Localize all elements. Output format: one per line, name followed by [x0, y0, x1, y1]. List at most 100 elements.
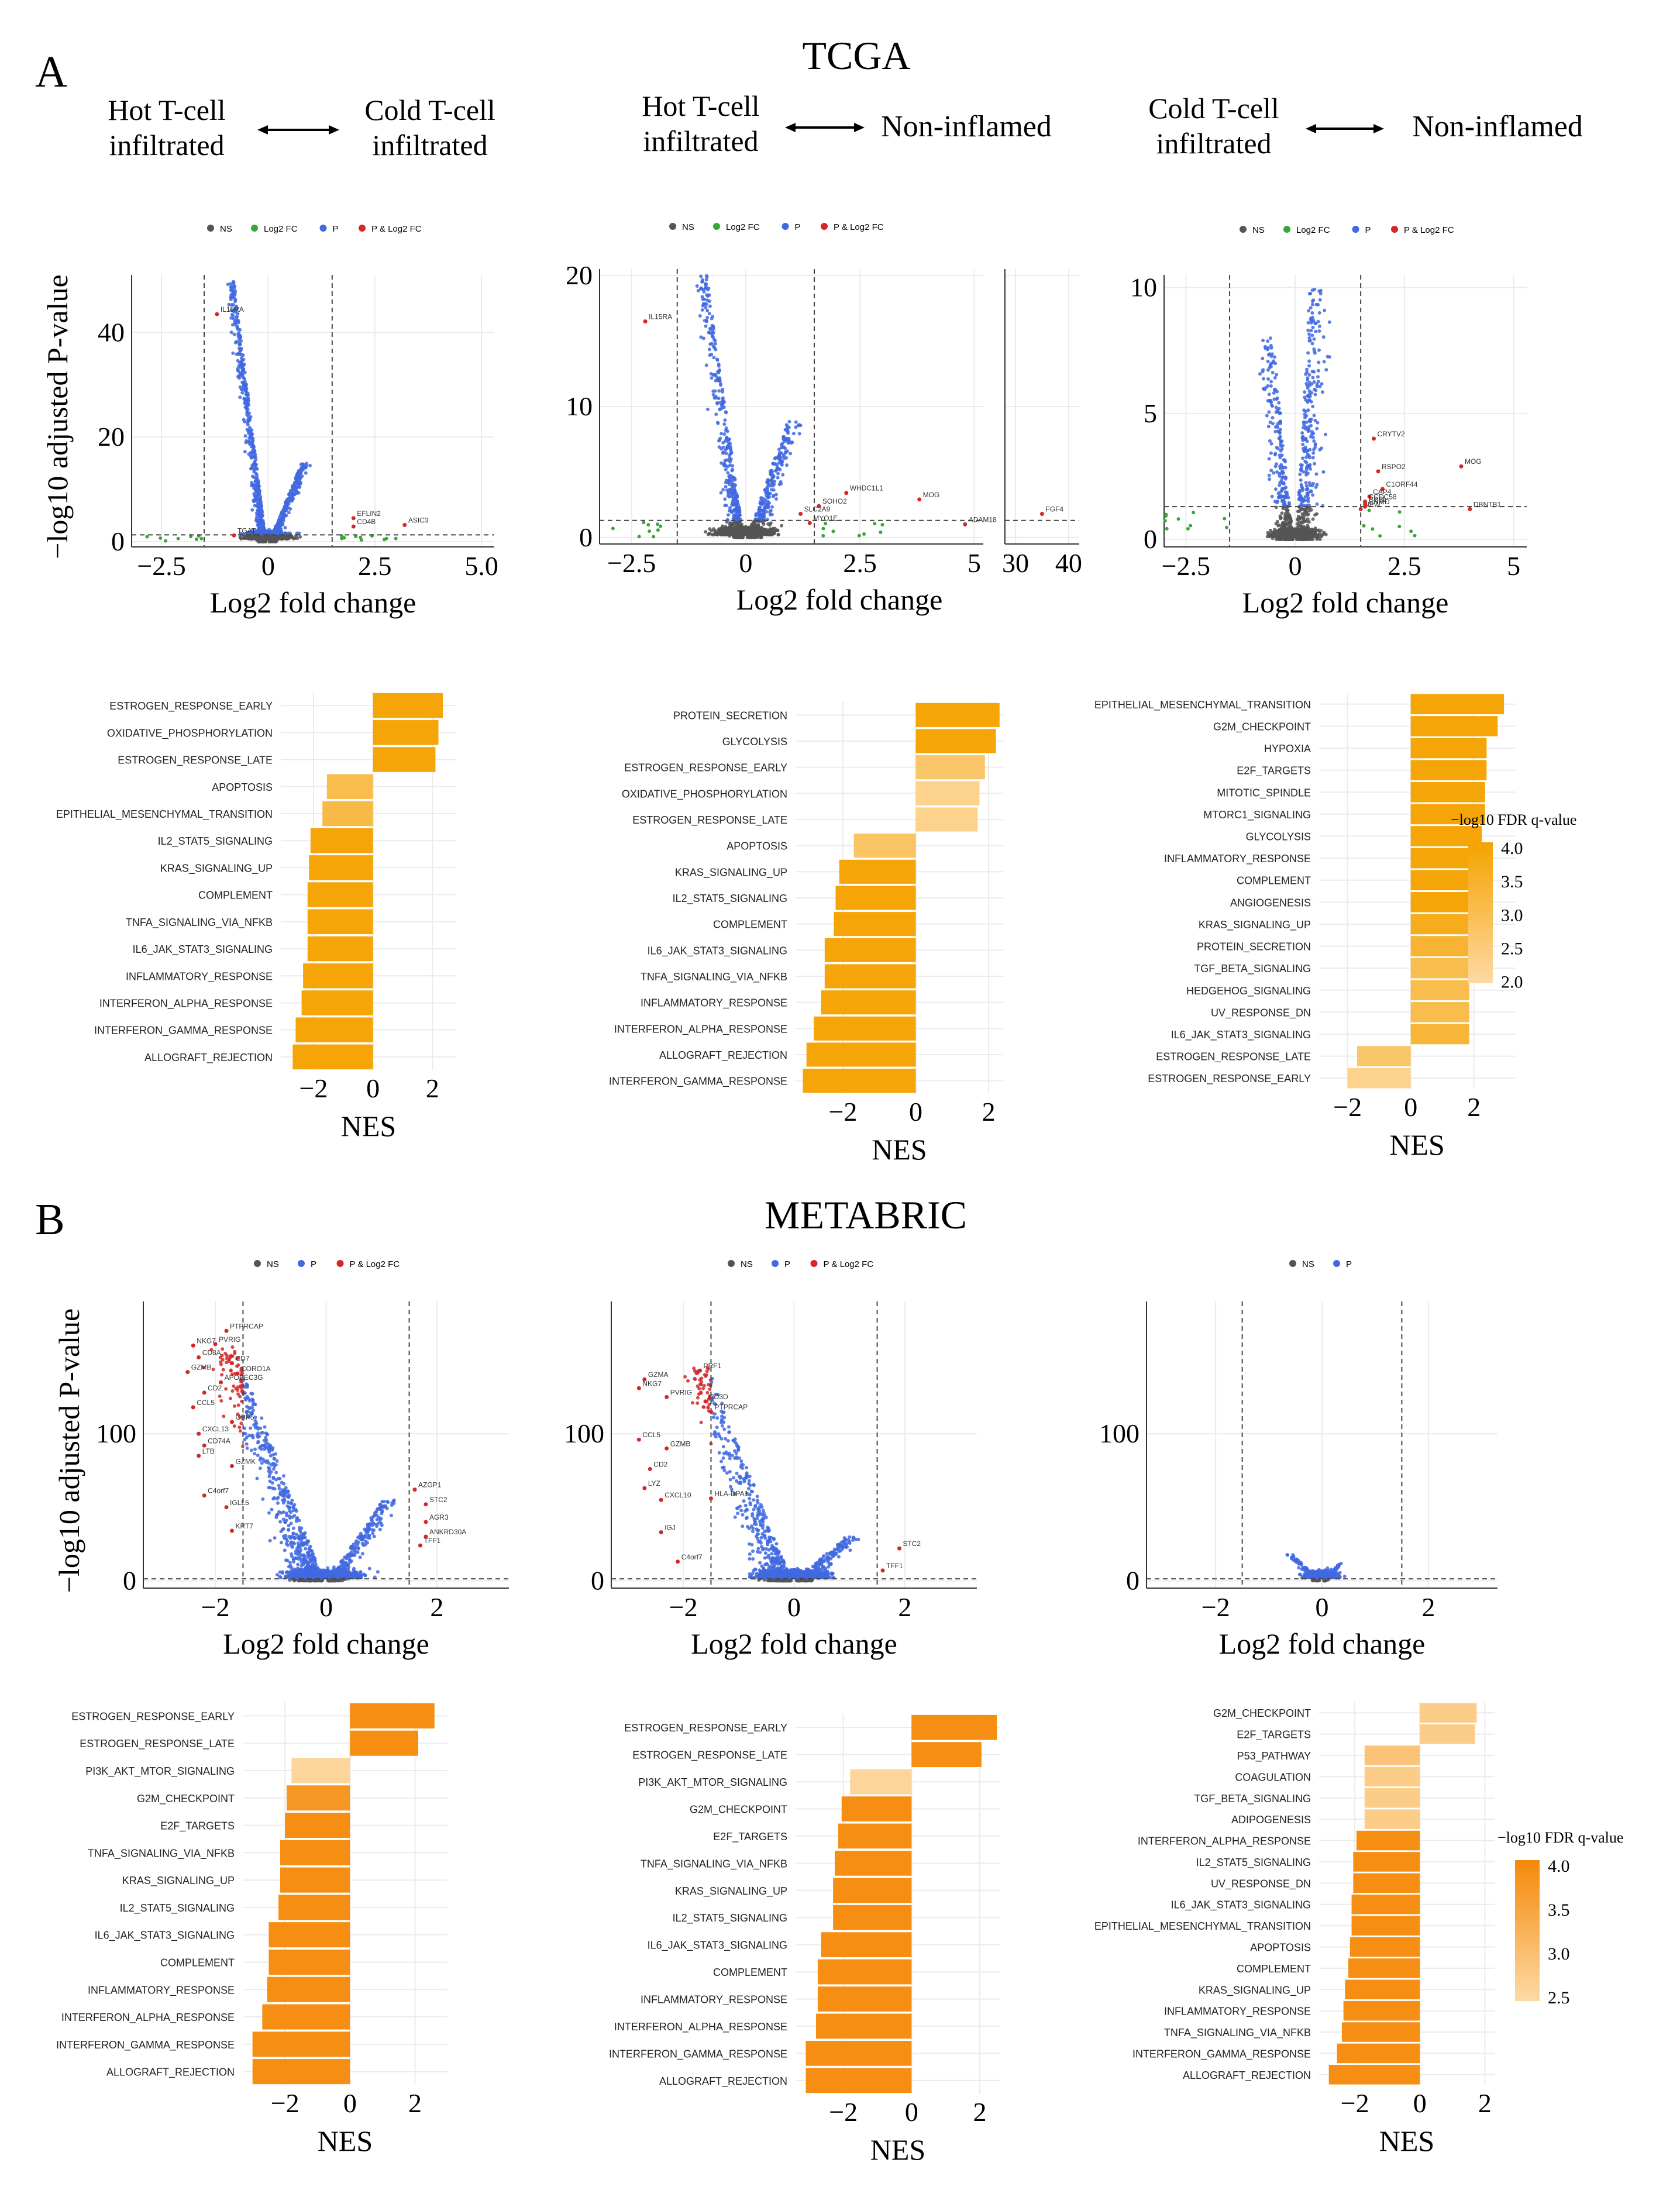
data-point — [1306, 498, 1310, 502]
y-tick-label: 0 — [111, 526, 125, 556]
data-point — [1278, 411, 1281, 415]
legend-swatch-p-log2-fc — [336, 1260, 344, 1267]
data-point — [701, 336, 705, 340]
data-point — [759, 535, 763, 539]
data-point — [706, 407, 710, 411]
data-point — [1301, 442, 1305, 446]
data-point — [728, 463, 732, 467]
data-point — [1317, 311, 1321, 315]
data-point-log2fc — [611, 526, 615, 531]
data-point — [785, 463, 789, 467]
data-point — [1275, 373, 1279, 377]
data-point — [762, 531, 766, 535]
legend-swatch-log2-fc — [713, 223, 720, 230]
data-point — [246, 418, 250, 422]
data-point — [1267, 392, 1271, 397]
data-point — [699, 286, 703, 290]
data-point-log2fc — [646, 523, 650, 527]
data-point — [250, 428, 254, 432]
data-point — [1309, 291, 1313, 295]
x-tick-label: 5 — [1507, 551, 1520, 581]
data-point-log2fc — [656, 528, 660, 532]
data-point — [1275, 408, 1279, 412]
x-tick-label: −2.5 — [137, 551, 185, 581]
data-point — [770, 481, 774, 485]
data-point — [1272, 534, 1276, 538]
data-point — [717, 377, 721, 381]
data-point-log2fc — [637, 535, 641, 539]
data-point — [262, 535, 266, 539]
data-point-log2fc — [642, 521, 646, 525]
data-point — [1269, 451, 1273, 455]
data-point — [229, 297, 233, 301]
data-point — [233, 298, 237, 302]
data-point — [758, 505, 762, 509]
labelled-point — [351, 516, 356, 521]
data-point — [1297, 490, 1301, 494]
data-point — [1301, 497, 1305, 501]
data-point — [794, 420, 798, 424]
legend-label: P & Log2 FC — [350, 1259, 400, 1269]
data-point — [1304, 460, 1309, 464]
data-point — [1306, 351, 1310, 355]
data-point — [710, 333, 714, 338]
data-point — [280, 518, 284, 521]
data-point — [766, 503, 770, 507]
data-point — [780, 446, 784, 450]
data-point — [1321, 335, 1326, 339]
data-point — [1273, 464, 1278, 469]
data-point — [713, 342, 717, 346]
data-point — [237, 331, 241, 335]
data-point — [247, 411, 252, 415]
data-point — [1304, 481, 1308, 485]
data-point-log2fc — [1367, 508, 1371, 512]
data-point — [762, 501, 766, 505]
data-point — [297, 531, 301, 535]
data-point — [797, 432, 801, 436]
data-point — [1287, 533, 1292, 538]
data-point — [1261, 339, 1265, 343]
data-point — [704, 324, 708, 328]
legend-label: P — [333, 224, 339, 234]
data-point — [232, 317, 236, 321]
data-point — [789, 452, 793, 456]
data-point-log2fc — [359, 535, 363, 539]
labelled-point — [844, 491, 849, 495]
data-point — [721, 524, 724, 528]
gene-label: SLC2A9 — [804, 505, 831, 514]
legend-swatch-ns — [207, 225, 214, 232]
data-point — [725, 446, 729, 450]
data-point — [1310, 333, 1314, 338]
data-point — [1310, 311, 1314, 315]
data-point — [719, 461, 724, 465]
data-point — [726, 494, 730, 498]
data-point — [1269, 380, 1273, 384]
data-point — [712, 338, 717, 342]
data-point-log2fc — [652, 535, 656, 539]
legend-label: NS — [1252, 225, 1265, 235]
data-point — [719, 491, 723, 495]
data-point — [698, 314, 702, 318]
data-point — [263, 540, 267, 543]
data-point — [291, 487, 295, 491]
gene-label: C1ORF44 — [1386, 480, 1417, 488]
legend-swatch-ns — [1240, 226, 1247, 233]
legend-swatch-p — [319, 225, 327, 232]
data-point-log2fc — [1186, 526, 1190, 531]
gene-label: MYO1E — [813, 514, 838, 522]
data-point — [1317, 528, 1321, 532]
x-tick-label: 2.5 — [1388, 551, 1421, 581]
data-point — [1307, 454, 1311, 458]
data-point — [695, 284, 699, 288]
data-point — [1276, 491, 1280, 495]
data-point — [767, 495, 771, 499]
legend-swatch-log2-fc — [1283, 226, 1290, 233]
data-point — [1315, 502, 1319, 506]
data-point — [1315, 426, 1319, 431]
data-point — [1314, 442, 1317, 446]
data-point — [1313, 321, 1317, 325]
data-point — [776, 456, 780, 460]
data-point-log2fc — [1192, 511, 1196, 515]
data-point — [1322, 532, 1326, 536]
data-point — [283, 526, 287, 530]
